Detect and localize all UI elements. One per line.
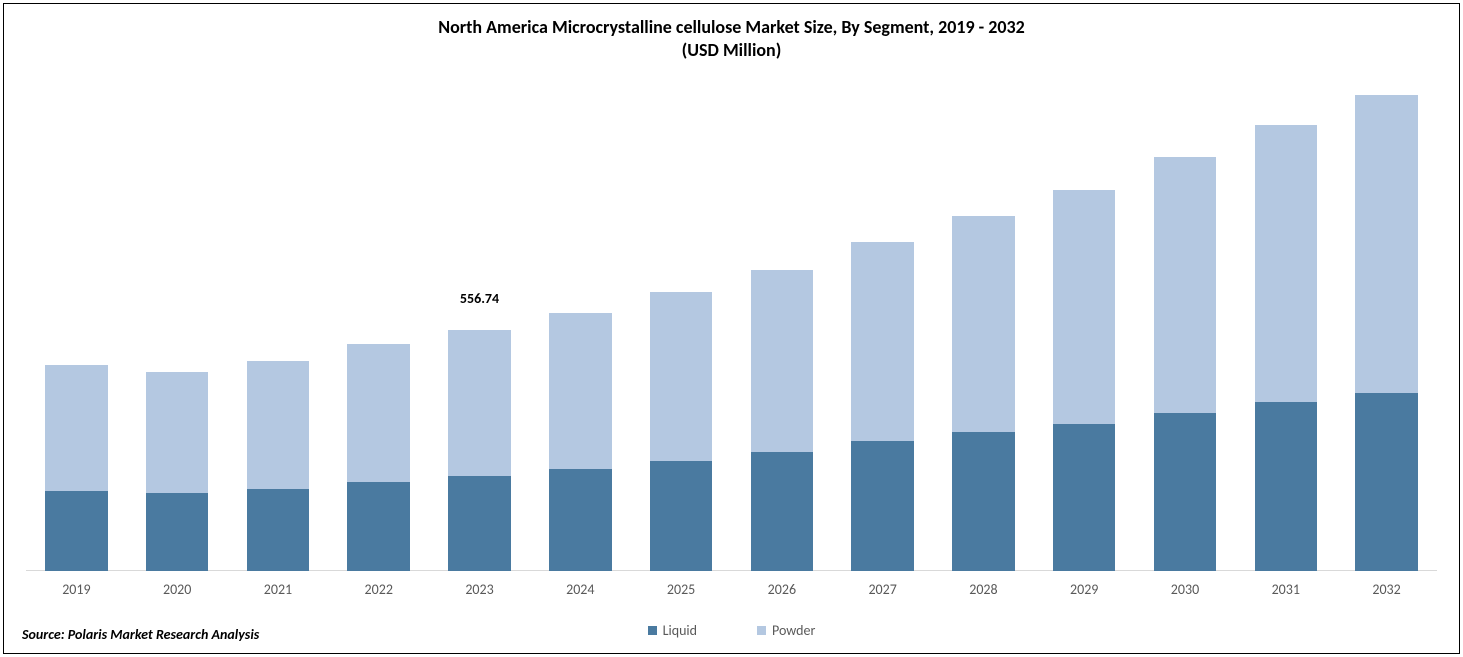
bar-segment-powder [851, 242, 913, 441]
chart-title-line2: (USD Million) [22, 39, 1441, 62]
bar-segment-powder [1053, 190, 1115, 424]
bar-slot [1235, 73, 1336, 571]
bar-slot [26, 73, 127, 571]
x-axis-label: 2021 [228, 571, 329, 598]
bar-segment-liquid [347, 482, 409, 571]
bar-slot [631, 73, 732, 571]
bar-segment-powder [751, 270, 813, 452]
x-axis-label: 2022 [328, 571, 429, 598]
chart-inner: North America Microcrystalline cellulose… [4, 4, 1459, 653]
source-attribution: Source: Polaris Market Research Analysis [22, 626, 259, 643]
x-axis-label: 2031 [1235, 571, 1336, 598]
x-axis-label: 2023 [429, 571, 530, 598]
legend-item-liquid: Liquid [648, 622, 697, 639]
x-axis-labels: 2019202020212022202320242025202620272028… [26, 571, 1437, 605]
bar-segment-liquid [1255, 402, 1317, 571]
bar-segment-liquid [751, 452, 813, 571]
legend: Liquid Powder [648, 622, 816, 639]
chart-frame: North America Microcrystalline cellulose… [3, 3, 1460, 654]
bar-segment-liquid [1355, 393, 1417, 571]
bar-segment-powder [1255, 125, 1317, 402]
x-axis-label: 2020 [127, 571, 228, 598]
bar-segment-liquid [952, 432, 1014, 571]
bar-slot [127, 73, 228, 571]
bar-data-label: 556.74 [460, 290, 499, 307]
x-axis-label: 2026 [731, 571, 832, 598]
bar-slot [1135, 73, 1236, 571]
bar-slot: 556.74 [429, 73, 530, 571]
legend-label: Liquid [663, 622, 697, 639]
x-axis-label: 2027 [832, 571, 933, 598]
bar-segment-powder [146, 372, 208, 493]
bar-slot [933, 73, 1034, 571]
bar-slot [1034, 73, 1135, 571]
bar-segment-powder [347, 344, 409, 483]
bar-segment-powder [45, 365, 107, 491]
x-axis-label: 2025 [631, 571, 732, 598]
bar-segment-liquid [549, 469, 611, 571]
bar-slot [731, 73, 832, 571]
bar-container: 556.74 [26, 73, 1437, 571]
bar-slot [1336, 73, 1437, 571]
plot-area: 556.74 [26, 73, 1437, 571]
bar-segment-liquid [448, 476, 510, 571]
bar-segment-powder [1154, 157, 1216, 412]
x-axis-label: 2029 [1034, 571, 1135, 598]
x-axis-label: 2028 [933, 571, 1034, 598]
chart-footer: Source: Polaris Market Research Analysis… [22, 615, 1441, 645]
legend-swatch [757, 626, 766, 635]
bar-slot [228, 73, 329, 571]
chart-title: North America Microcrystalline cellulose… [22, 16, 1441, 61]
bar-segment-powder [952, 216, 1014, 433]
x-axis-label: 2032 [1336, 571, 1437, 598]
x-axis-label: 2024 [530, 571, 631, 598]
bar-segment-liquid [247, 489, 309, 571]
legend-label: Powder [772, 622, 815, 639]
bar-segment-liquid [1154, 413, 1216, 571]
bar-slot [832, 73, 933, 571]
bar-segment-powder [448, 330, 510, 476]
bar-segment-liquid [650, 461, 712, 571]
bar-segment-powder [1355, 95, 1417, 394]
x-axis-label: 2030 [1135, 571, 1236, 598]
chart-title-line1: North America Microcrystalline cellulose… [22, 16, 1441, 39]
bar-segment-liquid [1053, 424, 1115, 571]
legend-item-powder: Powder [757, 622, 815, 639]
plot-wrap: 556.74 201920202021202220232024202520262… [26, 73, 1437, 605]
bar-segment-liquid [146, 493, 208, 571]
bar-slot [530, 73, 631, 571]
bar-segment-powder [650, 292, 712, 461]
legend-swatch [648, 626, 657, 635]
bar-segment-liquid [851, 441, 913, 571]
bar-segment-powder [247, 361, 309, 489]
x-axis-label: 2019 [26, 571, 127, 598]
bar-segment-liquid [45, 491, 107, 571]
bar-slot [328, 73, 429, 571]
bar-segment-powder [549, 313, 611, 469]
